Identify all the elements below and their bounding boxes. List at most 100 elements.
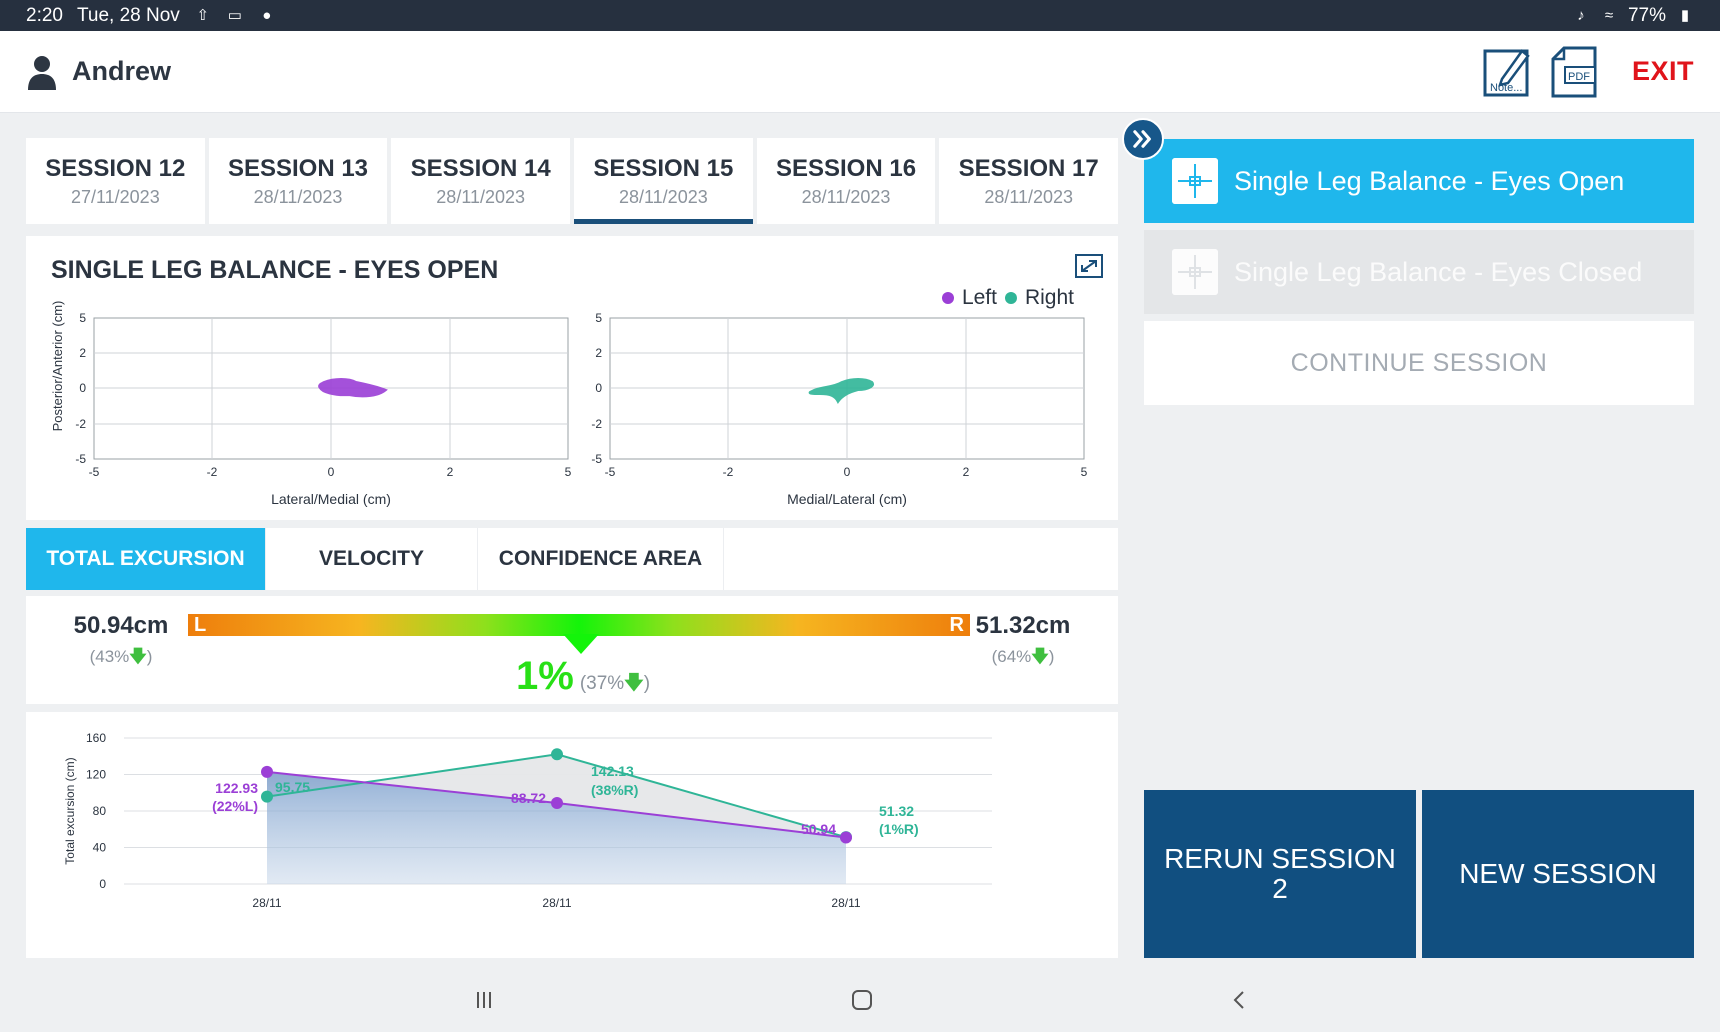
right-x-tick: -2 — [723, 465, 734, 479]
left-x-tick: 2 — [447, 465, 454, 479]
difference-area — [267, 754, 846, 838]
right-sway-trace — [808, 378, 874, 404]
cast-icon: ▭ — [227, 6, 242, 24]
y-tick-label: 160 — [86, 731, 106, 745]
legend-left-label: Left — [961, 286, 997, 309]
y-tick-label: 40 — [93, 841, 107, 855]
recent-apps-icon[interactable] — [470, 986, 498, 1014]
left-value-label: 88.72 — [511, 790, 546, 806]
x-tick-label: 28/11 — [542, 896, 571, 910]
difference-label: (38%R) — [591, 782, 638, 798]
back-icon[interactable] — [1226, 986, 1254, 1014]
right-value-label: 142.13 — [591, 763, 634, 779]
right-x-axis-label: Medial/Lateral (cm) — [787, 491, 907, 507]
difference-close-paren: ) — [643, 673, 651, 694]
session-tabs: SESSION 12 27/11/2023 SESSION 13 28/11/2… — [26, 138, 1119, 224]
tab-velocity[interactable]: VELOCITY — [266, 528, 478, 590]
status-time: 2:20 — [26, 4, 63, 26]
exercise-label: Single Leg Balance - Eyes Open — [1234, 165, 1625, 196]
user-name: Andrew — [72, 56, 172, 86]
left-x-tick: 5 — [565, 465, 572, 479]
tab-session-15[interactable]: SESSION 15 28/11/2023 — [574, 138, 753, 224]
new-session-button[interactable]: NEW SESSION — [1422, 790, 1694, 958]
home-icon[interactable] — [848, 986, 876, 1014]
exercise-eyes-open[interactable]: Single Leg Balance - Eyes Open — [1144, 139, 1694, 223]
notes-label: Note... — [1490, 82, 1522, 94]
tab-session-13[interactable]: SESSION 13 28/11/2023 — [208, 138, 388, 224]
pdf-label: PDF — [1568, 71, 1590, 83]
left-y-tick: 2 — [79, 346, 86, 360]
right-x-tick: -5 — [605, 465, 616, 479]
upload-icon: ⇧ — [196, 6, 210, 24]
left-plot: 5 2 0 -2 -5 -5 -2 0 2 5 Lateral/Medial (… — [75, 311, 571, 507]
session-date: 27/11/2023 — [70, 186, 160, 207]
exit-button[interactable]: EXIT — [1631, 56, 1694, 86]
person-icon: ● — [262, 6, 272, 24]
lr-comparison: 50.94cm (43%🡇) L R 1% (37%🡇) 51.32cm (64… — [26, 596, 1118, 704]
left-value-label: 122.93 — [215, 780, 258, 796]
sway-plots: Posterior/Anterior (cm) 5 2 0 -2 -5 -5 -… — [50, 301, 1088, 507]
notes-button[interactable]: Note... — [1482, 45, 1532, 99]
right-series-point — [261, 790, 273, 803]
metric-tabs: TOTAL EXCURSION VELOCITY CONFIDENCE AREA — [26, 528, 1118, 590]
y-axis-label: Total excursion (cm) — [63, 757, 77, 864]
right-y-tick: 0 — [595, 381, 602, 395]
exercise-eyes-closed[interactable]: Single Leg Balance - Eyes Closed — [1144, 230, 1694, 314]
session-name: SESSION 17 — [958, 154, 1099, 182]
tab-session-17[interactable]: SESSION 17 28/11/2023 — [939, 138, 1119, 224]
session-name: SESSION 15 — [593, 154, 734, 182]
status-bar: 2:20 Tue, 28 Nov ⇧ ▭ ● ♪ ≈ 77% ▮ — [0, 0, 1720, 31]
right-y-tick: -2 — [591, 417, 602, 431]
continue-session-button[interactable]: CONTINUE SESSION — [1144, 321, 1694, 405]
balance-card: SINGLE LEG BALANCE - EYES OPEN Left Righ… — [26, 236, 1118, 520]
left-x-tick: -5 — [89, 465, 100, 479]
session-date: 28/11/2023 — [984, 186, 1074, 207]
tab-session-12[interactable]: SESSION 12 27/11/2023 — [26, 138, 205, 224]
legend-left-dot — [941, 292, 954, 304]
left-x-tick: 0 — [328, 465, 335, 479]
left-y-tick: -2 — [75, 417, 86, 431]
pdf-button[interactable]: PDF — [1550, 45, 1600, 99]
left-change: (43%🡇) — [56, 644, 186, 673]
right-y-tick: 2 — [595, 346, 602, 360]
y-tick-label: 0 — [99, 877, 106, 891]
excursion-chart: 160 120 80 40 0 Total excursion (cm) 28/11 28/1… — [63, 731, 992, 910]
balance-exercise-icon — [1172, 249, 1218, 295]
expand-icon[interactable] — [1075, 254, 1103, 278]
rerun-session-button[interactable]: RERUN SESSION 2 — [1144, 790, 1416, 958]
down-arrow-icon: 🡇 — [129, 647, 147, 666]
difference-label: (22%L) — [212, 798, 258, 814]
left-y-tick: -5 — [75, 452, 86, 466]
down-arrow-icon: 🡇 — [1031, 647, 1049, 666]
left-close-paren: ) — [146, 647, 153, 666]
session-name: SESSION 12 — [45, 154, 186, 182]
app-header: Andrew Note... PDF EXIT — [0, 31, 1720, 113]
right-change: (64%🡇) — [958, 644, 1088, 673]
down-arrow-icon: 🡇 — [624, 673, 644, 694]
user-icon — [28, 55, 56, 90]
left-total: 50.94cm (43%🡇) — [56, 612, 186, 673]
collapse-panel-button[interactable] — [1122, 118, 1164, 160]
left-y-tick: 5 — [79, 311, 86, 325]
right-x-tick: 5 — [1081, 465, 1088, 479]
session-date: 28/11/2023 — [436, 186, 526, 207]
session-date: 28/11/2023 — [801, 186, 891, 207]
y-axis-label: Posterior/Anterior (cm) — [50, 301, 65, 432]
legend-right-dot — [1004, 292, 1017, 304]
right-x-tick: 0 — [844, 465, 851, 479]
battery-percent: 77% — [1627, 4, 1666, 26]
tab-total-excursion[interactable]: TOTAL EXCURSION — [26, 528, 266, 590]
balance-title: SINGLE LEG BALANCE - EYES OPEN — [51, 256, 499, 284]
tab-session-16[interactable]: SESSION 16 28/11/2023 — [756, 138, 936, 224]
left-value-label: 50.94 — [801, 821, 836, 837]
difference-value: 1% — [516, 654, 574, 698]
left-change-pct: (43% — [89, 647, 130, 666]
left-series-area — [267, 771, 846, 884]
right-y-tick: 5 — [595, 311, 602, 325]
session-date: 28/11/2023 — [618, 186, 708, 207]
difference: 1% (37%🡇) — [516, 654, 650, 701]
right-value-label: 51.32 — [879, 803, 914, 819]
left-sway-trace — [318, 378, 388, 398]
tab-session-14[interactable]: SESSION 14 28/11/2023 — [391, 138, 571, 224]
tab-confidence-area[interactable]: CONFIDENCE AREA — [478, 528, 724, 590]
